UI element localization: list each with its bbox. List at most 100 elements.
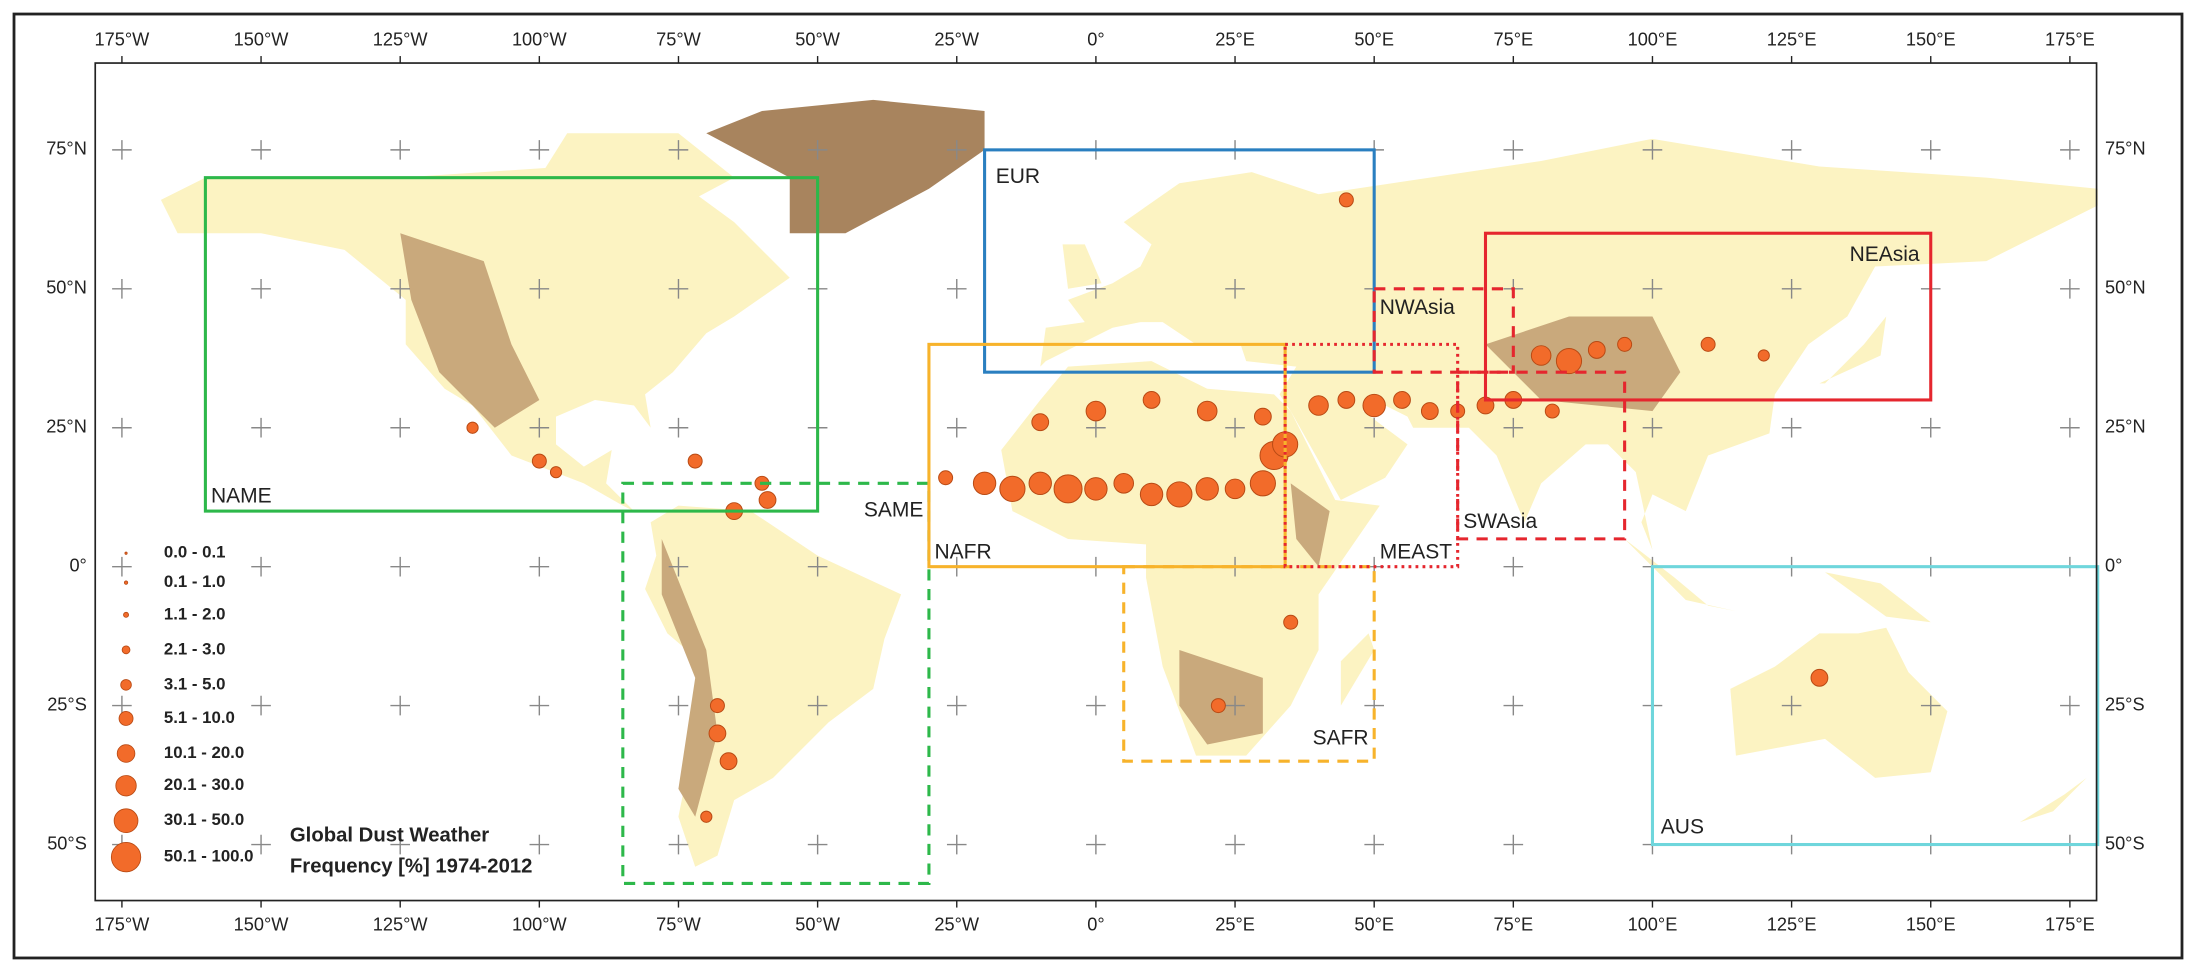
lon-label-top: 100°E — [1628, 29, 1678, 49]
grid-cross — [529, 556, 550, 577]
grid-cross — [390, 834, 410, 855]
highland — [1485, 316, 1681, 412]
grid-cross — [529, 140, 550, 160]
grid-cross — [529, 279, 550, 299]
region-box — [203, 176, 820, 513]
grid-cross — [668, 140, 689, 160]
lon-label-top: 125°E — [1767, 29, 1817, 49]
dust-dot — [1757, 349, 1770, 362]
grid-cross — [390, 140, 410, 160]
region-label: MEAST — [1380, 540, 1453, 563]
grid-cross — [807, 695, 828, 716]
dust-dot — [1142, 391, 1161, 409]
dust-dot — [709, 698, 725, 714]
dust-dot — [1139, 482, 1164, 507]
region-label: NEAsia — [1850, 243, 1920, 266]
lat-label-left: 50°S — [47, 833, 87, 853]
legend-symbol — [120, 679, 132, 691]
legend-label: 0.0 - 0.1 — [164, 543, 226, 562]
dust-dot — [1224, 478, 1246, 500]
grid-cross — [1642, 140, 1663, 160]
grid-cross — [668, 279, 689, 299]
lon-label-bottom: 75°W — [656, 915, 702, 935]
lat-label-left: 75°N — [46, 139, 87, 159]
region-label: NAFR — [934, 540, 991, 563]
grid-cross — [1503, 140, 1524, 160]
dust-dot — [531, 453, 547, 469]
grid-cross — [668, 695, 689, 716]
lon-label-bottom: 50°W — [795, 915, 841, 935]
lat-label-left: 0° — [69, 555, 86, 575]
grid-cross — [1920, 695, 1941, 716]
grid-cross — [946, 834, 967, 855]
lat-label-right: 25°S — [2105, 694, 2145, 714]
grid-cross — [1781, 417, 1802, 438]
grid-cross — [1503, 695, 1524, 716]
lat-label-right: 50°N — [2105, 278, 2146, 298]
grid-cross — [251, 834, 271, 855]
region-box — [1283, 342, 1460, 569]
legend-symbol — [113, 808, 139, 834]
land-area — [645, 505, 902, 867]
lon-label-bottom: 150°W — [234, 915, 290, 935]
lat-label-right: 50°S — [2105, 833, 2145, 853]
dust-dot — [466, 421, 479, 434]
grid-cross — [807, 834, 828, 855]
lon-label-top: 50°W — [795, 29, 841, 49]
grid-cross — [251, 695, 271, 716]
grid-cross — [1503, 417, 1524, 438]
land-area — [1825, 572, 1931, 623]
grid-cross — [1086, 279, 1106, 299]
dust-dot — [1810, 668, 1829, 687]
land-area — [1819, 316, 1887, 384]
legend: 0.0 - 0.1 0.1 - 1.0 1.1 - 2.0 2.1 - 3.0 3.1 … — [110, 543, 532, 877]
grid-cross — [668, 417, 689, 438]
grid-cross — [1225, 417, 1245, 438]
grid-cross — [112, 140, 132, 160]
dust-dot — [549, 466, 563, 479]
dust-dot — [1210, 698, 1226, 714]
dust-dot — [1420, 402, 1439, 420]
region-label: SWAsia — [1463, 510, 1537, 533]
lon-label-top: 50°E — [1354, 29, 1394, 49]
lon-label-bottom: 175°E — [2045, 915, 2095, 935]
lon-label-top: 100°W — [512, 29, 568, 49]
grid-cross — [946, 417, 967, 438]
grid-cross — [668, 556, 689, 577]
region-box — [1483, 231, 1933, 402]
region-box — [983, 148, 1376, 374]
lon-label-top: 0° — [1087, 29, 1104, 49]
grid-cross — [1364, 834, 1384, 855]
lat-label-left: 25°N — [46, 417, 87, 437]
dust-dot — [700, 810, 713, 823]
grid-cross — [112, 556, 132, 577]
dust-dot — [972, 471, 997, 496]
dust-dot — [1113, 473, 1135, 494]
grid-cross — [390, 417, 410, 438]
highland — [661, 538, 718, 817]
lon-label-top: 25°W — [934, 29, 980, 49]
lat-label-right: 25°N — [2105, 417, 2146, 437]
dust-dot — [1338, 192, 1354, 208]
legend-label: 20.1 - 30.0 — [164, 775, 244, 794]
region-label: EUR — [996, 165, 1040, 188]
dust-dot — [1085, 400, 1107, 422]
greenland — [706, 99, 985, 234]
dust-dot — [1028, 471, 1052, 496]
grid-cross — [1225, 695, 1245, 716]
dust-dot — [1253, 407, 1272, 426]
land-area — [1730, 627, 1948, 778]
dust-dot — [1587, 341, 1606, 359]
grid-cross — [1920, 417, 1941, 438]
dust-dot — [1393, 391, 1411, 409]
legend-label: 0.1 - 1.0 — [164, 572, 226, 591]
lon-label-bottom: 100°W — [512, 915, 568, 935]
region-label: NAME — [211, 485, 272, 508]
dust-dot — [1308, 395, 1329, 416]
dust-dot — [999, 475, 1026, 502]
grid-cross — [946, 279, 967, 299]
lon-label-top: 150°E — [1906, 29, 1956, 49]
legend-symbol — [115, 775, 137, 797]
dust-dot — [687, 453, 703, 469]
lon-label-bottom: 175°W — [95, 915, 151, 935]
